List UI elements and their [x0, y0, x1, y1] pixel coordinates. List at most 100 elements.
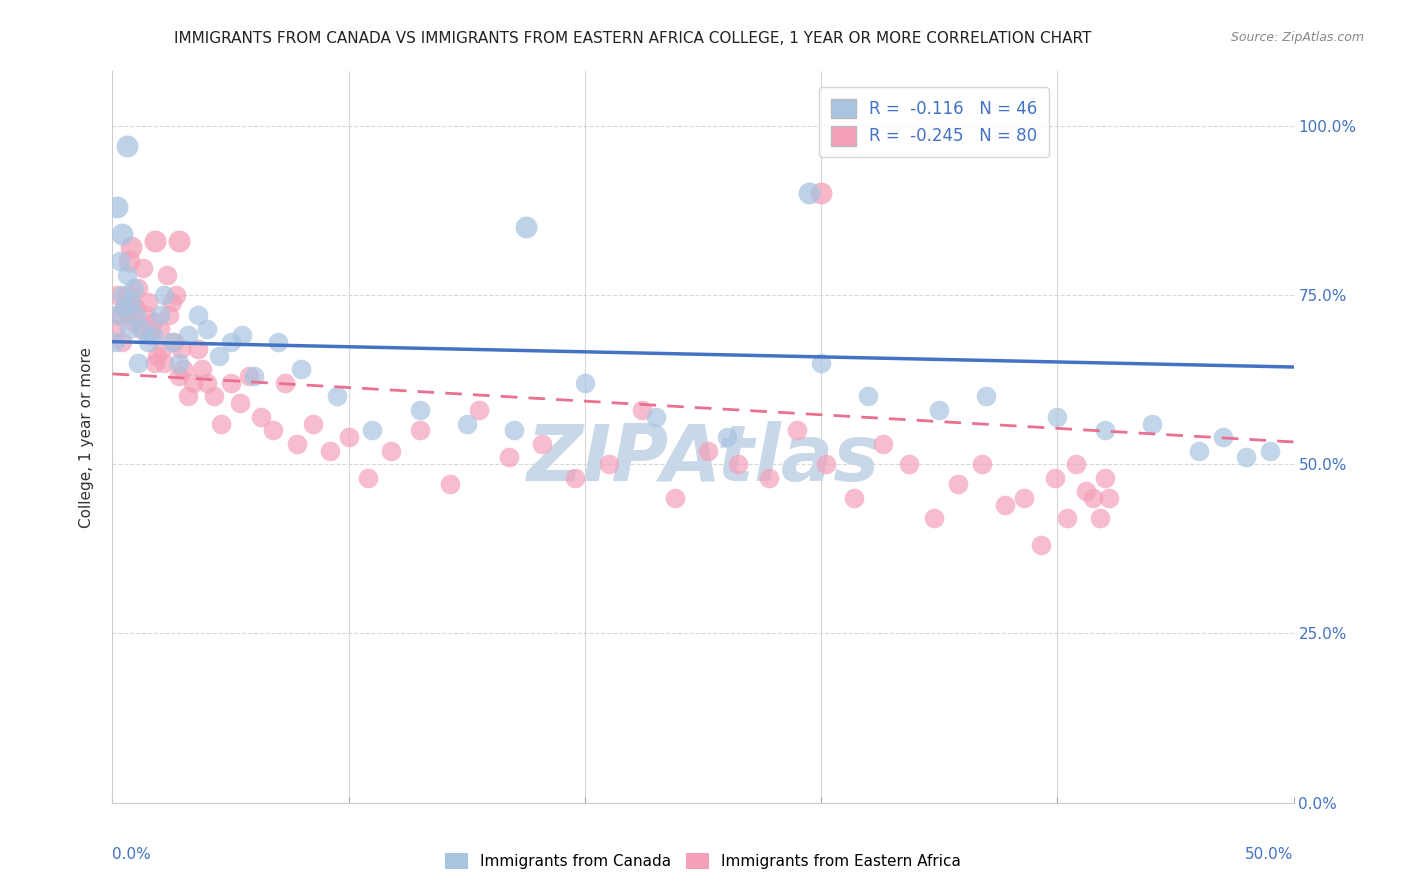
Point	[118, 322, 141, 336]
Point	[105, 200, 128, 214]
Text: Source: ZipAtlas.com: Source: ZipAtlas.com	[1230, 31, 1364, 45]
Point	[153, 288, 176, 302]
Point	[1064, 457, 1087, 471]
Point	[467, 403, 489, 417]
Point	[515, 220, 537, 235]
Point	[1056, 511, 1078, 525]
Point	[120, 240, 142, 254]
Point	[598, 457, 620, 471]
Point	[157, 308, 180, 322]
Point	[112, 301, 135, 316]
Point	[994, 498, 1017, 512]
Point	[150, 342, 173, 356]
Point	[456, 417, 478, 431]
Point	[1212, 430, 1234, 444]
Point	[160, 335, 183, 350]
Point	[267, 335, 290, 350]
Point	[1081, 491, 1104, 505]
Point	[380, 443, 402, 458]
Point	[897, 457, 920, 471]
Point	[108, 254, 131, 268]
Point	[872, 437, 894, 451]
Point	[1094, 423, 1116, 437]
Point	[115, 268, 138, 282]
Text: ZIPAtlas: ZIPAtlas	[526, 421, 880, 497]
Point	[142, 315, 165, 329]
Point	[181, 376, 204, 390]
Point	[1094, 471, 1116, 485]
Point	[810, 355, 832, 369]
Point	[498, 450, 520, 465]
Point	[127, 355, 149, 369]
Point	[146, 349, 169, 363]
Point	[104, 322, 127, 336]
Point	[129, 322, 152, 336]
Point	[503, 423, 526, 437]
Point	[108, 308, 131, 322]
Point	[976, 389, 998, 403]
Point	[125, 308, 148, 322]
Point	[1029, 538, 1052, 552]
Point	[132, 260, 155, 275]
Point	[1012, 491, 1035, 505]
Point	[143, 234, 166, 248]
Point	[1046, 409, 1069, 424]
Text: 50.0%: 50.0%	[1246, 847, 1294, 862]
Point	[1188, 443, 1211, 458]
Point	[153, 355, 176, 369]
Point	[356, 471, 378, 485]
Point	[250, 409, 273, 424]
Point	[243, 369, 266, 384]
Point	[202, 389, 225, 403]
Point	[758, 471, 780, 485]
Point	[664, 491, 686, 505]
Point	[574, 376, 596, 390]
Point	[727, 457, 749, 471]
Point	[115, 288, 138, 302]
Point	[136, 294, 159, 309]
Text: 0.0%: 0.0%	[112, 847, 152, 862]
Point	[165, 288, 187, 302]
Point	[111, 335, 134, 350]
Point	[139, 328, 162, 343]
Point	[844, 491, 866, 505]
Point	[290, 362, 312, 376]
Point	[219, 376, 242, 390]
Point	[132, 322, 155, 336]
Point	[195, 376, 218, 390]
Point	[361, 423, 384, 437]
Point	[1043, 471, 1066, 485]
Point	[120, 294, 142, 309]
Point	[238, 369, 260, 384]
Point	[326, 389, 349, 403]
Legend: Immigrants from Canada, Immigrants from Eastern Africa: Immigrants from Canada, Immigrants from …	[439, 847, 967, 875]
Point	[111, 227, 134, 241]
Point	[231, 328, 253, 343]
Point	[924, 511, 946, 525]
Point	[408, 423, 430, 437]
Point	[209, 417, 232, 431]
Point	[285, 437, 308, 451]
Point	[564, 471, 586, 485]
Point	[122, 281, 145, 295]
Point	[127, 281, 149, 295]
Point	[105, 288, 128, 302]
Point	[408, 403, 430, 417]
Point	[531, 437, 554, 451]
Point	[112, 301, 135, 316]
Point	[177, 328, 200, 343]
Point	[1098, 491, 1121, 505]
Point	[208, 349, 231, 363]
Point	[229, 396, 252, 410]
Point	[105, 308, 128, 322]
Point	[191, 362, 214, 376]
Point	[135, 308, 157, 322]
Point	[104, 335, 127, 350]
Point	[143, 355, 166, 369]
Point	[814, 457, 837, 471]
Point	[1074, 484, 1097, 499]
Point	[122, 315, 145, 329]
Point	[167, 355, 190, 369]
Point	[163, 335, 186, 350]
Point	[716, 430, 738, 444]
